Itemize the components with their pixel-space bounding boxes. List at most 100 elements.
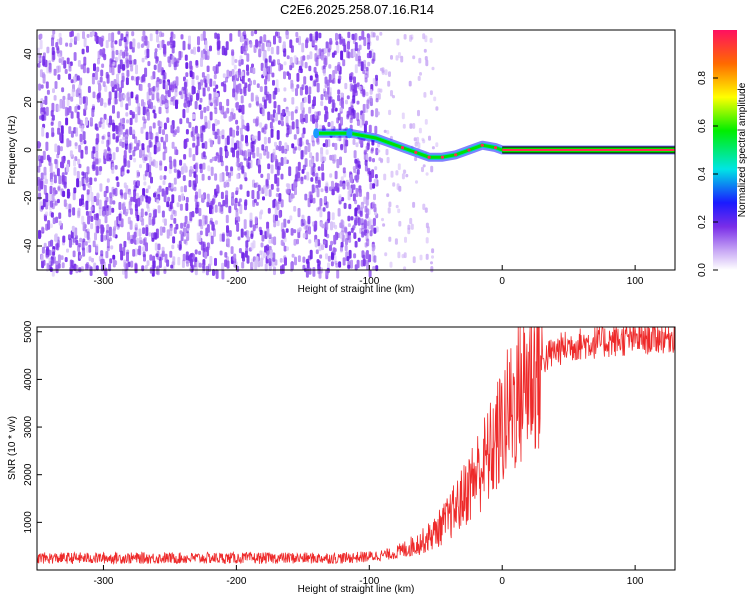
y-tick-label: 2000	[23, 463, 34, 486]
spectrogram-cell	[230, 166, 234, 172]
x-tick-label: -200	[226, 576, 246, 587]
spectrogram-cell	[403, 169, 407, 174]
spectrogram-cell	[360, 218, 364, 226]
spectrogram-cell	[368, 173, 372, 183]
spectrogram-cell	[75, 89, 79, 98]
spectrogram-cell	[183, 239, 187, 244]
spectrogram-cell	[137, 248, 140, 255]
spectrogram-cell	[149, 254, 153, 261]
spectrogram-cell	[218, 201, 221, 207]
spectrogram-cell	[244, 201, 247, 211]
spectrogram-cell	[147, 61, 151, 67]
spectrogram-cell	[230, 147, 234, 153]
spectrogram-cell	[96, 66, 100, 72]
spectrogram-cell	[237, 236, 241, 241]
spectrogram-cell	[323, 57, 327, 68]
spectrogram-cell	[82, 131, 86, 141]
spectrogram-cell	[106, 239, 110, 249]
spectrogram-cell	[39, 69, 43, 78]
spectrogram-cell	[119, 243, 123, 253]
spectrogram-cell	[193, 183, 197, 191]
spectrogram-cell	[245, 45, 249, 52]
spectrogram-cell	[203, 106, 207, 113]
spectrogram-cell	[297, 172, 301, 179]
spectrogram-cell	[149, 125, 152, 135]
spectrogram-cell	[106, 74, 110, 84]
spectrogram-cell	[212, 66, 216, 72]
spectrogram-cell	[86, 67, 90, 74]
spectrogram-cell	[144, 156, 148, 161]
spectrogram-cell	[58, 212, 62, 219]
spectrogram-cell	[134, 202, 138, 212]
spectrogram-cell	[267, 207, 271, 214]
signal-blob	[346, 128, 353, 139]
spectrogram-cell	[137, 197, 141, 207]
spectrogram-cell	[162, 180, 166, 186]
spectrogram-cell	[42, 73, 46, 84]
spectrogram-cell	[79, 133, 83, 142]
spectrogram-cell	[244, 177, 248, 182]
spectrogram-cell	[178, 50, 182, 61]
spectrogram-cell	[115, 176, 119, 181]
spectrogram-cell	[353, 150, 357, 159]
spectrogram-cell	[305, 85, 308, 95]
spectrogram-cell	[136, 170, 140, 179]
spectrogram-cell	[361, 113, 365, 122]
spectrogram-cell	[152, 85, 156, 92]
spectrogram-cell	[58, 32, 62, 38]
spectrogram-cell	[262, 51, 266, 61]
spectrogram-cell	[119, 189, 123, 196]
spectrogram-cell	[99, 117, 103, 124]
spectrogram-cell	[72, 207, 76, 216]
spectrogram-cell	[111, 207, 115, 213]
spectrogram-cell	[171, 194, 175, 204]
spectrogram-cell	[51, 46, 55, 55]
spectrogram-cell	[332, 247, 336, 255]
spectrogram-cell	[357, 55, 361, 61]
spectrogram-cell	[293, 205, 297, 212]
spectrogram-cell	[132, 38, 136, 48]
spectrogram-cell	[140, 43, 144, 48]
spectrogram-cell	[156, 92, 160, 102]
spectrogram-cell	[255, 182, 259, 188]
spectrogram-cell	[277, 120, 281, 125]
spectrogram-cell	[270, 164, 274, 174]
spectrogram-cell	[247, 149, 251, 157]
spectrogram-cell	[232, 199, 235, 204]
spectrogram-cell	[221, 269, 225, 280]
spectrogram-cell	[174, 129, 178, 135]
spectrogram-cell	[107, 146, 111, 152]
spectrogram-cell	[65, 42, 69, 47]
spectrogram-cell	[246, 190, 250, 197]
spectrogram-cell	[295, 31, 299, 38]
spectrogram-cell	[129, 60, 133, 65]
spectrogram-cell	[100, 234, 104, 242]
spectrogram-cell	[262, 67, 266, 76]
spectrogram-cell	[175, 223, 179, 230]
spectrogram-cell	[175, 76, 179, 87]
spectrogram-cell	[42, 259, 46, 266]
spectrogram-cell	[397, 163, 401, 171]
spectrogram-cell	[273, 101, 277, 109]
spectrogram-cell	[358, 188, 362, 197]
spectrogram-cell	[252, 67, 256, 75]
spectrogram-cell	[158, 78, 162, 85]
spectrogram-cell	[325, 139, 328, 148]
spectrogram-cell	[361, 231, 365, 238]
spectrogram-cell	[353, 76, 356, 84]
spectrogram-cell	[236, 222, 240, 232]
spectrogram-cell	[125, 77, 129, 86]
spectrogram-cell	[268, 189, 272, 197]
spectrogram-cell	[181, 259, 185, 268]
spectrogram-cell	[86, 33, 90, 38]
spectrogram-cell	[321, 172, 325, 181]
spectrogram-cell	[135, 96, 139, 101]
spectrogram-cell	[203, 155, 207, 160]
spectrogram-cell	[285, 30, 289, 38]
spectrogram-cell	[39, 115, 43, 120]
spectrogram-cell	[329, 40, 333, 45]
spectrogram-cell	[148, 172, 152, 178]
spectrogram-cell	[200, 85, 204, 90]
spectrogram-cell	[171, 244, 175, 250]
